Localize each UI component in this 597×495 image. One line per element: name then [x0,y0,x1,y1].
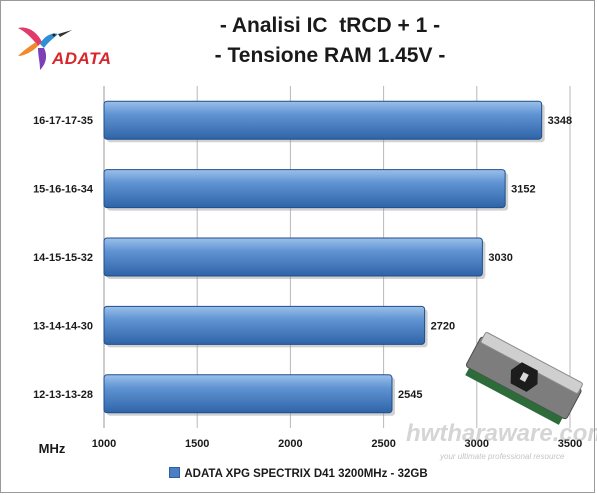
logo-wordmark: ADATA [52,49,112,68]
adata-logo [18,27,72,70]
category-label: 12-13-13-28 [33,389,93,401]
x-tick-label: 1000 [92,438,116,450]
value-label: 2720 [431,320,455,332]
bar [103,100,543,140]
category-label: 16-17-17-35 [33,115,93,127]
labels: 1000 1500 2000 2500 3000 3500 MHz 16-17-17-35 33… [33,115,582,456]
legend-label: ADATA XPG SPECTRIX D41 3200MHz - 32GB [184,468,428,480]
bar [103,237,483,277]
x-tick-label: 2000 [278,438,302,450]
category-label: 13-14-14-30 [33,320,93,332]
bar [103,374,393,414]
x-tick-label: 2500 [371,438,395,450]
x-tick-label: 3000 [465,438,489,450]
bar [103,305,426,345]
value-label: 2545 [398,389,422,401]
chart-legend: ADATA XPG SPECTRIX D41 3200MHz - 32GB [0,467,597,480]
x-tick-label: 3500 [558,438,582,450]
chart-title-line-2: - Tensione RAM 1.45V - [214,44,446,67]
value-label: 3348 [548,115,572,127]
ram-module-image [465,332,583,425]
value-label: 3030 [488,252,512,264]
category-label: 14-15-15-32 [33,252,93,264]
chart-title-line-1: - Analisi IC tRCD + 1 - [219,14,441,37]
value-label: 3152 [511,184,535,196]
watermark-text: hwtharaware.com [406,420,597,447]
x-tick-label: 1500 [185,438,209,450]
x-axis-label: MHz [39,441,66,456]
watermark-subtext: your ultimate professional resource [440,452,565,461]
category-label: 15-16-16-34 [33,184,94,196]
bars [103,100,545,416]
hummingbird-icon [18,27,72,70]
bar [103,169,506,209]
legend-swatch [169,467,181,478]
